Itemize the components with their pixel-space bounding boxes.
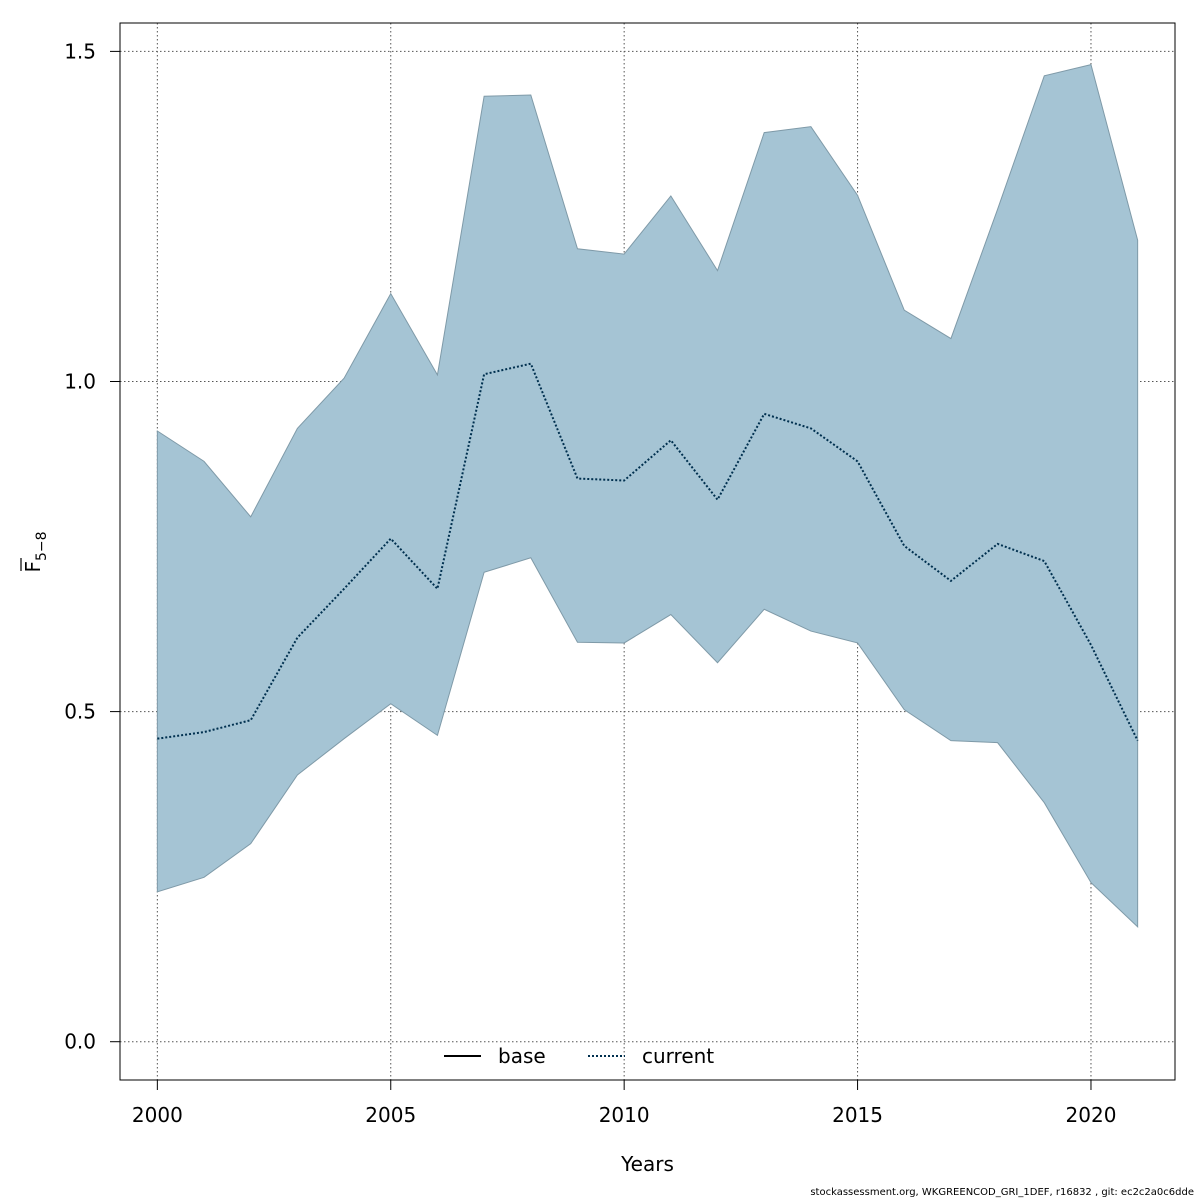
x-tick-label: 2010 <box>599 1103 650 1127</box>
legend-label-current: current <box>642 1044 714 1068</box>
y-tick-label: 0.0 <box>64 1030 96 1054</box>
confidence-band <box>156 63 1139 928</box>
x-tick-label: 2020 <box>1066 1103 1117 1127</box>
x-tick-label: 2005 <box>365 1103 416 1127</box>
y-tick-label: 0.5 <box>64 700 96 724</box>
y-axis: 0.0 0.5 1.0 1.5 <box>64 39 121 1054</box>
y-tick-label: 1.0 <box>64 369 96 393</box>
x-tick-label: 2015 <box>832 1103 883 1127</box>
x-axis: 2000 2005 2010 2015 2020 <box>132 1079 1117 1127</box>
y-axis-title: F5−8 <box>20 531 50 573</box>
y-axis-title-subscript: 5−8 <box>34 531 50 561</box>
x-axis-title: Years <box>620 1152 674 1176</box>
legend-label-base: base <box>498 1044 546 1068</box>
legend: base current <box>444 1044 714 1068</box>
footer-credit: stockassessment.org, WKGREENCOD_GRI_1DEF… <box>810 1187 1194 1198</box>
confidence-band-area <box>156 63 1139 928</box>
y-tick-label: 1.5 <box>64 39 96 63</box>
y-axis-title-main: F <box>21 561 45 573</box>
x-tick-label: 2000 <box>132 1103 183 1127</box>
svg-text:F5−8: F5−8 <box>21 531 50 572</box>
